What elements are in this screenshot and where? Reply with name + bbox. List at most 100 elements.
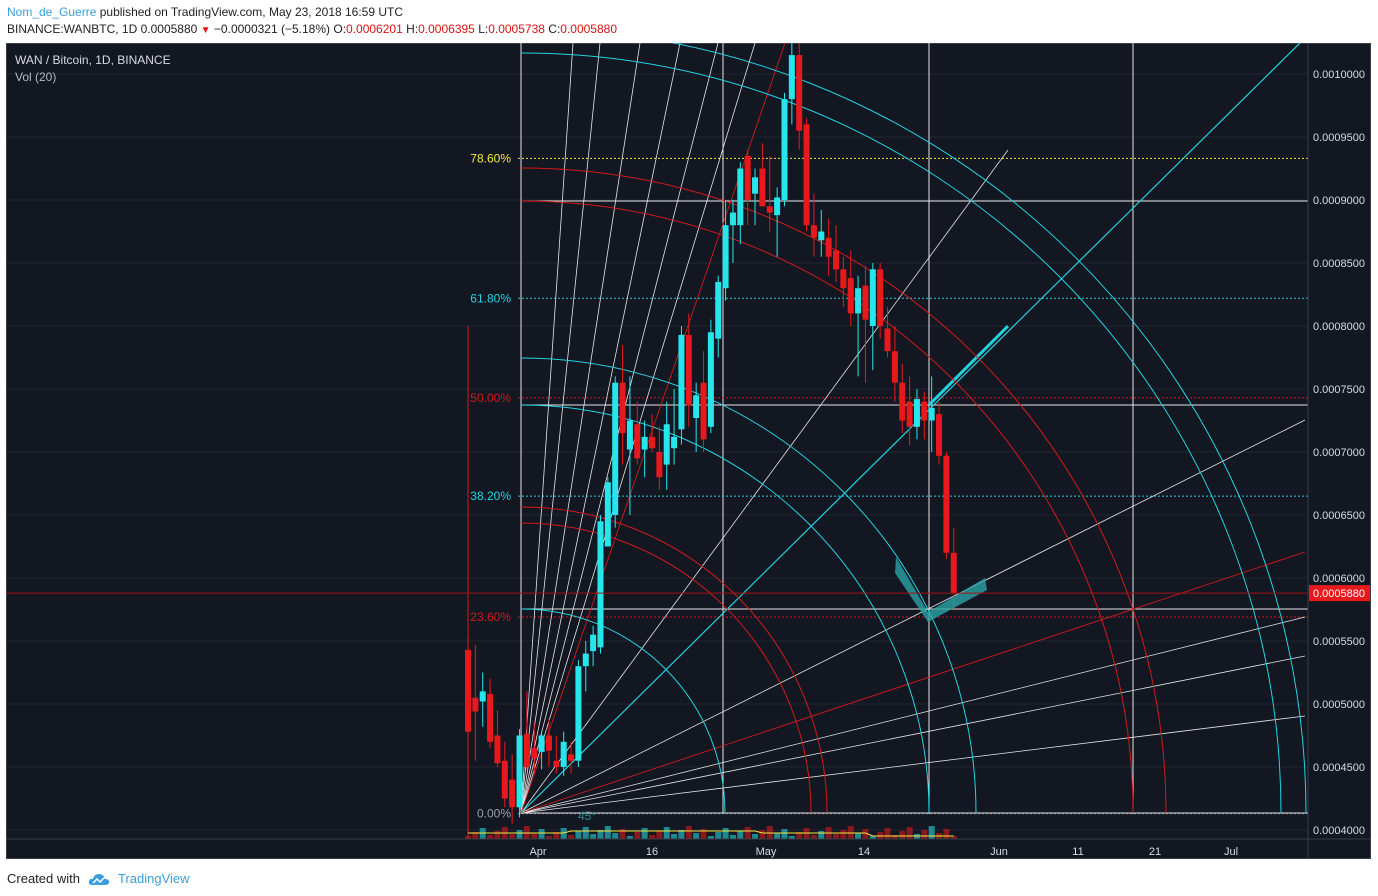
candle-body [891,351,898,383]
gann-fan-line [520,43,681,814]
candle-body [921,401,928,421]
volume-bar [626,836,633,839]
candle-body [678,334,685,430]
volume-bar [494,831,501,839]
last-price: 0.0005880 [140,22,198,36]
gann-fan-45-line [520,43,1301,814]
candle-body [501,760,508,799]
low-value: 0.0005738 [488,22,545,36]
gann-arc [520,608,726,814]
time-axis-label: Jun [990,846,1008,858]
high-label: H: [406,22,419,36]
publish-text: published on TradingView.com, May 23, 20… [99,5,404,19]
candle-body [494,735,501,764]
candle-body [597,521,604,648]
gann-arc [520,506,828,814]
last-price-badge [1309,585,1370,602]
volume-bar [774,833,781,839]
volume-bar [729,835,736,839]
candle-body [656,452,663,478]
gann-arc [520,522,812,814]
volume-bar [840,830,847,839]
price-chart[interactable]: 78.60% 61.80% 50.00% 38.20% 23.60% 0.00% 45° 0.… [6,43,1371,859]
price-change: −0.0000321 (−5.18%) [213,22,331,36]
time-axis-label: Jul [1224,846,1238,858]
candle-body [575,666,582,761]
volume-bar [597,830,604,839]
candle-body [472,697,479,712]
candle-body [516,735,523,808]
fib-level-label: 38.20% [470,489,511,503]
volume-bar [715,832,722,839]
author-link[interactable]: Nom_de_Guerre [7,5,97,19]
price-axis-label: 0.0009000 [1313,195,1365,207]
tradingview-link[interactable]: TradingView [88,871,190,886]
publish-info: Nom_de_Guerre published on TradingView.c… [7,4,403,20]
candle-body [715,281,722,339]
close-value: 0.0005880 [560,22,618,36]
candle-body [619,382,626,434]
volume-bar [612,833,619,839]
chart-legend-symbol: WAN / Bitcoin, 1D, BINANCE [15,53,171,67]
volume-bar [818,831,825,839]
volume-bar [781,829,788,839]
candle-body [884,328,891,352]
candle-body [774,197,781,216]
price-axis-label: 0.0007500 [1313,384,1365,396]
gann-arc [520,167,1167,814]
candle-body [693,395,700,418]
volume-bar [869,836,876,839]
volume-bar [568,835,575,839]
time-axis-label: 11 [1072,846,1083,858]
price-axis-label: 0.0007000 [1313,447,1365,459]
volume-ma-line [468,830,954,837]
candle-body [781,99,788,200]
candle-body [553,760,560,767]
candle-body [685,334,692,406]
candle-body [671,436,678,449]
candle-body [626,420,633,450]
created-with-text: Created with [7,871,80,886]
volume-bar [693,833,700,839]
teal-marker-shape [895,557,987,622]
volume-bar [700,829,707,839]
footer: Created with TradingView [7,871,190,886]
gann-fan-line [520,43,719,814]
ohlc-line: BINANCE:WANBTC, 1D 0.0005880 ▼ −0.000032… [7,21,617,39]
volume-bar [531,833,538,839]
volume-bar [516,830,523,839]
candle-body [582,653,589,667]
volume-bar [619,829,626,839]
chart-legend-volume: Vol (20) [15,70,57,84]
volume-bar [788,836,795,839]
volume-bar [604,826,611,839]
candle-body [825,237,832,257]
candle-body [523,734,530,767]
gann-fan-line [520,616,1306,814]
price-axis-label: 0.0006000 [1313,573,1365,585]
volume-bar [810,835,817,839]
tradingview-logo-icon [88,873,110,885]
candle-body [560,741,567,767]
candle-body [877,269,884,326]
gann-arc [520,200,1134,814]
candle-body [634,424,641,459]
candle-body [612,382,619,515]
candle-body [936,414,943,456]
volume-bar [862,829,869,839]
volume-bar [921,830,928,839]
candle-body [766,206,773,213]
candle-body [487,693,494,742]
candle-body [862,285,869,320]
volume-bar [685,826,692,839]
candle-body [479,691,486,702]
chart-pane[interactable] [6,43,1371,859]
open-label: O: [333,22,347,36]
volume-bar [545,836,552,839]
candle-body [700,382,707,440]
candle-body [722,225,729,289]
volume-bar [487,835,494,839]
candle-body [663,424,670,465]
candle-body [943,455,950,553]
volume-bar [641,828,648,839]
